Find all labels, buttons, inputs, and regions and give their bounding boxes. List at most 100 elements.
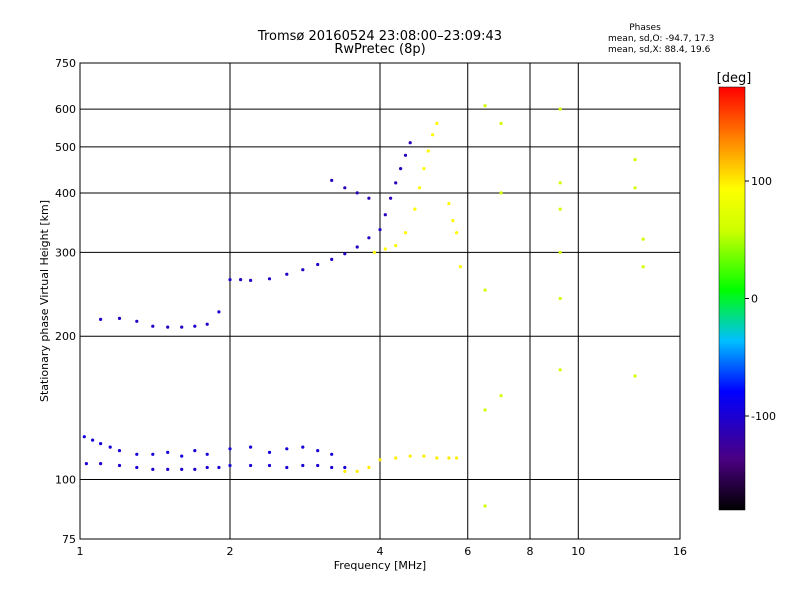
data-point xyxy=(558,181,562,185)
data-point xyxy=(135,452,139,456)
data-point xyxy=(451,219,455,223)
data-point xyxy=(267,277,272,281)
data-point xyxy=(343,469,347,473)
data-point xyxy=(99,462,103,466)
data-point xyxy=(99,317,103,321)
data-point xyxy=(389,196,393,200)
x-tick-label: 1 xyxy=(77,545,84,558)
data-point xyxy=(108,445,112,449)
data-point xyxy=(151,467,155,471)
data-point xyxy=(151,324,155,328)
data-point xyxy=(558,368,562,372)
data-point xyxy=(316,463,320,468)
x-tick-label: 2 xyxy=(227,545,234,558)
data-point xyxy=(367,465,371,470)
data-point xyxy=(413,207,417,211)
data-point xyxy=(372,250,377,254)
x-tick-label: 8 xyxy=(527,545,534,558)
data-point xyxy=(99,442,103,446)
data-point xyxy=(193,324,197,328)
stats-line-x: mean, sd,X: 88.4, 19.6 xyxy=(608,45,711,55)
y-tick-label: 600 xyxy=(55,103,76,116)
data-point xyxy=(633,374,637,378)
data-point xyxy=(180,467,184,471)
data-point xyxy=(285,272,289,276)
data-point xyxy=(301,268,305,272)
data-point xyxy=(408,454,412,458)
x-tick-label: 10 xyxy=(571,545,585,558)
y-tick-label: 200 xyxy=(55,330,76,343)
y-tick-label: 400 xyxy=(55,187,76,200)
data-point xyxy=(483,288,487,292)
colorbar-label: [deg] xyxy=(717,71,752,86)
data-point xyxy=(151,452,155,456)
axis-ticks: 1 2 4 6 8 10 16 75 100 200 300 400 500 600 750 xyxy=(55,57,687,558)
data-point xyxy=(431,133,435,137)
data-point xyxy=(343,252,347,256)
data-point xyxy=(135,465,139,470)
data-point xyxy=(285,447,289,451)
data-point xyxy=(267,450,272,454)
y-tick-label: 75 xyxy=(62,533,76,546)
data-point xyxy=(383,247,387,251)
data-point xyxy=(422,167,426,171)
data-point xyxy=(378,458,382,462)
colorbar xyxy=(718,86,746,511)
data-point xyxy=(403,153,408,157)
data-point xyxy=(343,186,347,190)
data-point xyxy=(641,237,645,241)
data-point xyxy=(394,181,398,185)
grid-lines xyxy=(80,63,680,539)
data-point xyxy=(316,449,320,453)
stats-heading: Phases xyxy=(629,23,661,33)
data-point xyxy=(499,121,503,125)
chart-subtitle: RwPretec (8p) xyxy=(334,42,425,57)
data-point xyxy=(84,462,88,466)
colorbar-tick-label: -100 xyxy=(751,410,776,423)
data-point xyxy=(394,244,398,248)
data-point xyxy=(135,319,139,323)
data-point xyxy=(558,107,562,111)
data-point xyxy=(301,463,305,468)
data-point xyxy=(330,452,334,456)
data-point xyxy=(458,265,462,269)
data-point xyxy=(378,228,382,232)
y-tick-label: 750 xyxy=(55,57,76,70)
data-point xyxy=(435,121,439,125)
data-point xyxy=(330,257,334,261)
data-point xyxy=(249,463,253,468)
data-point xyxy=(117,316,122,320)
colorbar-tick-label: 100 xyxy=(751,175,772,188)
data-points xyxy=(82,104,645,508)
data-point xyxy=(435,456,439,460)
data-point xyxy=(193,449,197,453)
data-point xyxy=(499,394,503,398)
data-point xyxy=(217,310,221,314)
data-point xyxy=(330,178,334,182)
data-point xyxy=(117,463,122,468)
data-point xyxy=(239,278,243,282)
data-point xyxy=(205,322,209,326)
data-point xyxy=(82,435,86,439)
data-point xyxy=(205,465,209,470)
data-point xyxy=(355,469,359,473)
colorbar-ticks: -100 0 100 xyxy=(745,175,776,423)
data-point xyxy=(285,465,289,470)
data-point xyxy=(499,191,503,195)
data-point xyxy=(483,504,487,508)
data-point xyxy=(483,104,487,108)
data-point xyxy=(217,465,221,470)
x-axis-label: Frequency [MHz] xyxy=(334,559,426,572)
y-tick-label: 100 xyxy=(55,474,76,487)
data-point xyxy=(558,207,562,211)
data-point xyxy=(301,445,305,449)
data-point xyxy=(205,452,209,456)
data-point xyxy=(180,454,184,458)
data-point xyxy=(417,186,422,190)
data-point xyxy=(330,465,334,470)
x-tick-label: 6 xyxy=(464,545,471,558)
data-point xyxy=(558,296,562,301)
data-point xyxy=(426,149,430,153)
data-point xyxy=(193,467,197,471)
